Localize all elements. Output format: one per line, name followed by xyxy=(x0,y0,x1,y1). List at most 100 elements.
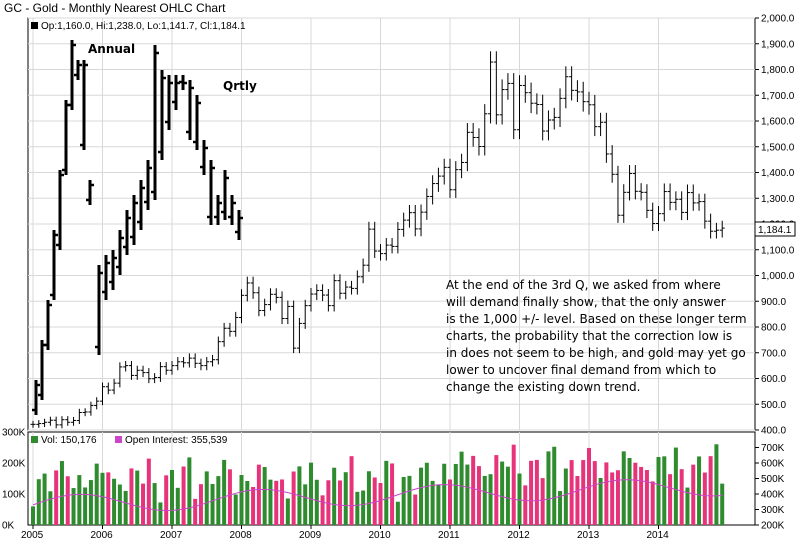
volume-bar xyxy=(123,490,128,525)
volume-bar xyxy=(239,475,244,525)
volume-bar xyxy=(453,463,458,525)
volume-bar xyxy=(361,490,366,525)
volume-bar xyxy=(233,494,238,525)
ohlc-legend-swatch xyxy=(31,22,38,29)
volume-bar xyxy=(59,461,64,525)
volume-bar xyxy=(413,494,418,525)
volume-bar xyxy=(563,468,568,525)
oi-right-tick-label: 700K xyxy=(761,443,785,454)
volume-bar xyxy=(534,459,539,525)
volume-bar xyxy=(604,462,609,525)
volume-bar xyxy=(720,483,725,525)
volume-bar xyxy=(552,446,557,525)
note-line-4: charts, the probability that the correct… xyxy=(446,329,732,343)
volume-bar xyxy=(697,456,702,525)
volume-bar xyxy=(303,484,308,525)
volume-bar xyxy=(621,451,626,525)
price-tick-label: 1,500.0 xyxy=(761,142,795,153)
volume-bar xyxy=(407,475,412,525)
qtrly-label: Qrtly xyxy=(223,79,257,93)
volume-bar xyxy=(31,506,35,525)
volume-bar xyxy=(141,483,146,525)
volume-bar xyxy=(314,479,319,525)
time-tick-label: 2012 xyxy=(508,530,531,541)
volume-bar xyxy=(193,498,198,525)
volume-bar xyxy=(256,464,261,525)
volume-bar xyxy=(280,479,285,525)
volume-bar xyxy=(175,487,180,525)
volume-bar xyxy=(546,451,551,525)
volume-bar xyxy=(465,464,470,525)
volume-bar xyxy=(448,479,452,525)
volume-bar xyxy=(146,458,151,525)
price-tick-label: 1,900.0 xyxy=(761,39,795,50)
volume-bar xyxy=(332,467,337,525)
volume-bar xyxy=(592,461,597,525)
volume-bar xyxy=(471,455,476,525)
volume-bar xyxy=(656,456,661,525)
volume-bar xyxy=(100,472,105,525)
volume-bar xyxy=(372,477,377,525)
volume-bar xyxy=(419,467,424,525)
volume-bar xyxy=(337,480,342,525)
time-tick-label: 2007 xyxy=(160,530,183,541)
volume-bar xyxy=(285,498,290,525)
volume-bar xyxy=(164,475,169,525)
volume-bar xyxy=(488,474,493,525)
volume-bar xyxy=(384,460,389,525)
price-tick-label: 500.0 xyxy=(761,400,786,411)
chart-title: GC - Gold - Monthly Nearest OHLC Chart xyxy=(4,1,226,15)
volume-bar xyxy=(158,502,163,525)
volume-bar xyxy=(494,455,499,525)
oi-readout: Open Interest: 355,539 xyxy=(125,435,228,446)
price-tick-label: 1,800.0 xyxy=(761,65,795,76)
oi-right-tick-label: 300K xyxy=(761,505,785,516)
price-tick-label: 1,400.0 xyxy=(761,168,795,179)
time-tick-label: 2009 xyxy=(299,530,322,541)
volume-bar xyxy=(482,475,487,525)
volume-bar xyxy=(390,463,395,525)
volume-bar xyxy=(366,471,371,525)
volume-bar xyxy=(633,462,638,525)
volume-bar xyxy=(36,479,41,525)
volume-bar xyxy=(222,459,227,525)
volume-bar xyxy=(500,461,505,525)
price-tick-label: 800.0 xyxy=(761,323,786,334)
volume-bar xyxy=(575,475,580,525)
note-line-1: At the end of the 3rd Q, we asked from w… xyxy=(446,278,721,292)
volume-bar xyxy=(88,480,93,525)
time-tick-label: 2013 xyxy=(577,530,600,541)
oi-right-tick-label: 400K xyxy=(761,490,785,501)
volume-bar xyxy=(540,478,545,525)
volume-bar xyxy=(505,466,510,525)
volume-bar xyxy=(135,470,140,525)
volume-bar xyxy=(517,473,522,525)
price-tick-label: 1,600.0 xyxy=(761,117,795,128)
time-tick-label: 2006 xyxy=(91,530,114,541)
price-tick-label: 900.0 xyxy=(761,297,786,308)
volume-bar xyxy=(679,469,684,525)
price-tick-label: 600.0 xyxy=(761,374,786,385)
volume-bar xyxy=(170,469,174,525)
last-price-label: 1,184.1 xyxy=(758,225,792,236)
volume-bar xyxy=(430,480,435,525)
volume-bar xyxy=(668,474,673,525)
volume-bar xyxy=(71,488,76,525)
volume-bar xyxy=(181,466,186,525)
volume-bar xyxy=(650,481,655,525)
volume-bar xyxy=(355,491,360,525)
volume-bar xyxy=(442,463,447,525)
price-tick-label: 2,000.0 xyxy=(761,14,795,25)
volume-bar xyxy=(117,484,122,525)
volume-bar xyxy=(615,470,620,525)
volume-bar xyxy=(662,456,667,525)
volume-bar xyxy=(77,475,82,525)
volume-bar xyxy=(343,472,348,525)
note-line-2: will demand finally show, that the only … xyxy=(446,295,726,309)
volume-bar xyxy=(523,485,528,525)
volume-bar xyxy=(639,466,644,525)
vol-legend-swatch xyxy=(31,436,38,443)
volume-bar xyxy=(529,460,534,525)
volume-bar xyxy=(627,458,632,525)
volume-bar xyxy=(268,479,273,525)
